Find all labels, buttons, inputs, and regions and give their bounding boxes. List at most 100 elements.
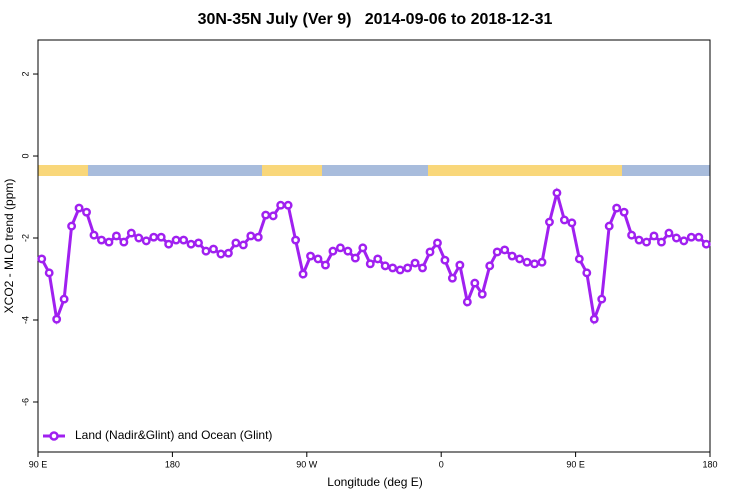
data-point: [343, 246, 353, 256]
data-point: [194, 238, 203, 248]
data-point: [418, 263, 427, 273]
data-point: [306, 251, 315, 261]
data-point: [701, 239, 711, 249]
data-point: [67, 221, 77, 231]
data-point: [515, 254, 525, 264]
land-segment: [262, 165, 322, 176]
data-point: [388, 263, 398, 273]
x-tick-label: 180: [165, 459, 180, 469]
data-point: [657, 237, 666, 247]
y-tick-label: -6: [20, 398, 30, 406]
data-point: [455, 260, 465, 270]
data-point: [500, 245, 510, 255]
data-point: [231, 238, 241, 248]
data-point: [216, 249, 226, 259]
data-point: [283, 200, 293, 210]
data-point: [470, 278, 480, 288]
data-point: [440, 255, 450, 265]
data-point: [89, 230, 99, 240]
data-point: [582, 268, 592, 278]
data-point: [179, 235, 189, 245]
x-tick-label: 0: [439, 459, 444, 469]
data-point: [373, 254, 383, 264]
data-point: [119, 237, 129, 247]
ocean-segment: [622, 165, 710, 176]
y-tick-label: 2: [20, 72, 30, 77]
series-line: [40, 187, 708, 326]
data-point: [268, 211, 278, 221]
data-point: [559, 215, 569, 225]
data-point: [425, 247, 435, 257]
data-point: [634, 235, 644, 245]
data-point: [44, 268, 54, 278]
data-point: [156, 232, 166, 242]
data-point: [642, 237, 651, 247]
land-segment: [38, 165, 88, 176]
data-point: [447, 273, 457, 283]
data-point: [597, 294, 607, 304]
data-point: [522, 257, 532, 267]
data-point: [537, 257, 547, 267]
y-tick-label: -4: [20, 316, 30, 324]
data-point: [545, 217, 554, 227]
data-point: [246, 231, 256, 241]
data-point: [149, 232, 159, 242]
data-point: [619, 207, 629, 217]
data-point: [276, 200, 286, 210]
data-point: [477, 289, 487, 299]
x-tick-label: 90 E: [566, 459, 585, 469]
data-point: [686, 232, 696, 242]
data-point: [574, 254, 584, 264]
data-point: [82, 207, 91, 217]
data-point: [612, 203, 622, 213]
data-point: [209, 244, 218, 254]
data-point: [462, 297, 472, 307]
data-point: [321, 260, 330, 270]
data-point: [37, 254, 47, 264]
data-point: [410, 258, 420, 268]
data-point: [403, 263, 413, 273]
data-point: [485, 261, 495, 271]
data-point: [328, 246, 338, 256]
data-point: [567, 218, 577, 228]
data-point: [52, 314, 62, 324]
data-point: [530, 259, 539, 269]
data-point: [694, 232, 704, 242]
data-point: [627, 230, 637, 240]
land-segment: [428, 165, 622, 176]
x-tick-label: 180: [702, 459, 717, 469]
data-point: [126, 228, 136, 238]
data-point: [104, 237, 114, 247]
data-point: [350, 253, 360, 263]
data-point: [358, 243, 368, 253]
land-ocean-band: [38, 165, 710, 176]
data-point: [59, 294, 69, 304]
y-tick-label: 0: [20, 154, 30, 159]
data-point: [433, 238, 442, 248]
data-point: [507, 251, 517, 261]
data-point: [380, 261, 390, 271]
data-point: [111, 231, 121, 241]
y-axis-label: XCO2 - MLO trend (ppm): [2, 179, 16, 314]
data-point: [164, 239, 174, 249]
x-tick-label: 90 W: [296, 459, 318, 469]
chart-title: 30N-35N July (Ver 9) 2014-09-06 to 2018-…: [198, 11, 553, 28]
x-axis-label: Longitude (deg E): [327, 475, 422, 489]
y-tick-label: -2: [20, 234, 30, 242]
data-point: [261, 210, 271, 220]
data-point: [134, 233, 144, 243]
data-point: [313, 254, 323, 264]
data-point: [253, 232, 263, 242]
ocean-segment: [322, 165, 428, 176]
data-point: [201, 246, 211, 256]
data-point: [589, 314, 599, 324]
data-point: [186, 239, 196, 249]
data-point: [365, 259, 375, 269]
data-point: [238, 240, 248, 250]
data-point: [335, 243, 345, 253]
data-point: [492, 247, 502, 257]
data-point: [223, 248, 233, 258]
legend-marker: [49, 431, 59, 441]
data-point: [395, 265, 405, 275]
